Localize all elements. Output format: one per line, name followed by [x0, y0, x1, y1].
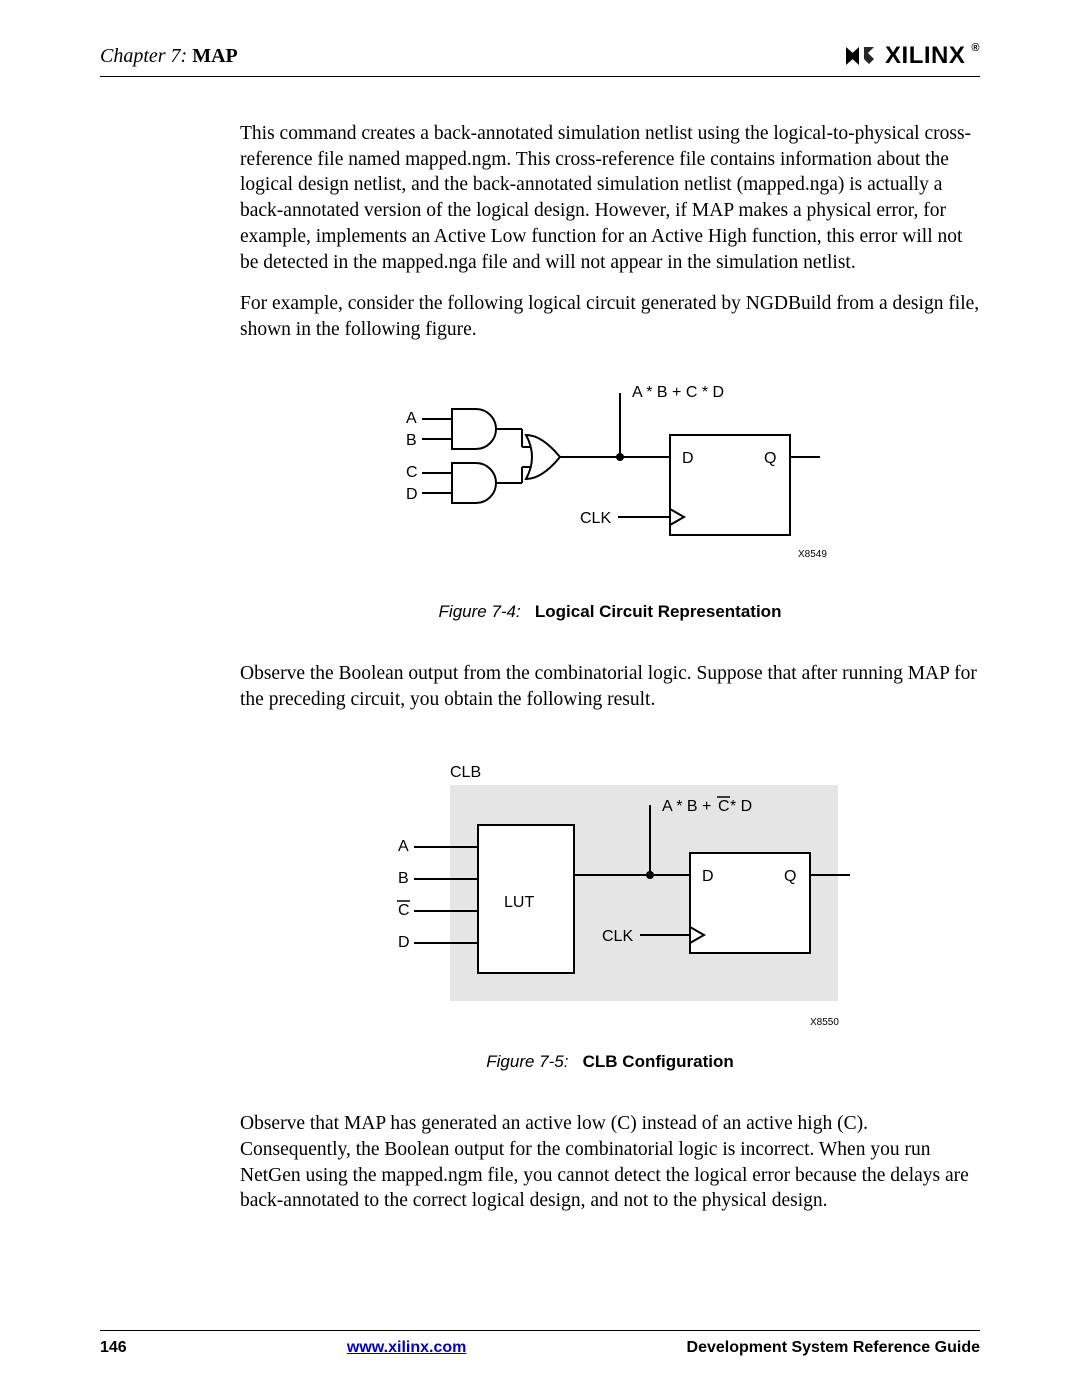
logical-circuit-diagram: A B C D	[370, 377, 850, 587]
paragraph-2: For example, consider the following logi…	[240, 291, 980, 342]
figure-1-caption: Figure 7-4: Logical Circuit Representati…	[439, 601, 782, 623]
input-d-label: D	[398, 934, 410, 951]
figure-2-caption-prefix: Figure 7-5:	[486, 1052, 568, 1071]
input-d-label: D	[406, 486, 418, 503]
page-header: Chapter 7: MAP XILINX ®	[100, 42, 980, 77]
page-number: 146	[100, 1339, 127, 1357]
chapter-prefix: Chapter 7:	[100, 45, 187, 67]
xilinx-logo-icon	[843, 43, 879, 69]
chapter-heading: Chapter 7: MAP	[100, 45, 238, 68]
figure-2-caption-title: CLB Configuration	[583, 1052, 734, 1071]
ff-clk-label: CLK	[580, 510, 611, 527]
figure-2-caption: Figure 7-5: CLB Configuration	[486, 1051, 733, 1073]
input-a-label: A	[406, 410, 417, 427]
input-c-label: C	[398, 902, 410, 919]
figure-1-caption-title: Logical Circuit Representation	[535, 602, 782, 621]
doc-title: Development System Reference Guide	[687, 1339, 980, 1357]
clb-label: CLB	[450, 764, 481, 781]
ff-q-label: Q	[784, 868, 796, 885]
page: Chapter 7: MAP XILINX ® This command cre…	[0, 0, 1080, 1397]
brand-logo: XILINX ®	[843, 42, 980, 70]
clb-configuration-diagram: CLB A B C D LUT A	[350, 747, 870, 1037]
input-b-label: B	[398, 870, 409, 887]
expr-part-1: C	[718, 798, 730, 815]
expression-label: A * B + C * D	[632, 384, 724, 401]
page-footer: 146 www.xilinx.com Development System Re…	[100, 1330, 980, 1357]
content-body: This command creates a back-annotated si…	[240, 121, 980, 1214]
figure-id: X8550	[810, 1017, 839, 1028]
input-c-label: C	[406, 464, 418, 481]
ff-d-label: D	[682, 450, 694, 467]
ff-clk-label: CLK	[602, 928, 633, 945]
figure-id: X8549	[798, 549, 827, 560]
figure-1: A B C D	[240, 377, 980, 649]
expr-part-0: A * B +	[662, 798, 711, 815]
input-b-label: B	[406, 432, 417, 449]
expr-part-2: * D	[730, 798, 752, 815]
paragraph-4: Observe that MAP has generated an active…	[240, 1111, 980, 1214]
chapter-title: MAP	[192, 45, 238, 67]
ff-q-label: Q	[764, 450, 776, 467]
ff-d-label: D	[702, 868, 714, 885]
figure-2: CLB A B C D LUT A	[240, 747, 980, 1099]
figure-1-caption-prefix: Figure 7-4:	[439, 602, 521, 621]
footer-link[interactable]: www.xilinx.com	[347, 1339, 466, 1357]
paragraph-1: This command creates a back-annotated si…	[240, 121, 980, 275]
paragraph-3: Observe the Boolean output from the comb…	[240, 661, 980, 712]
lut-label: LUT	[504, 894, 534, 911]
input-a-label: A	[398, 838, 409, 855]
brand-reg: ®	[971, 42, 980, 54]
brand-text: XILINX	[885, 42, 965, 70]
